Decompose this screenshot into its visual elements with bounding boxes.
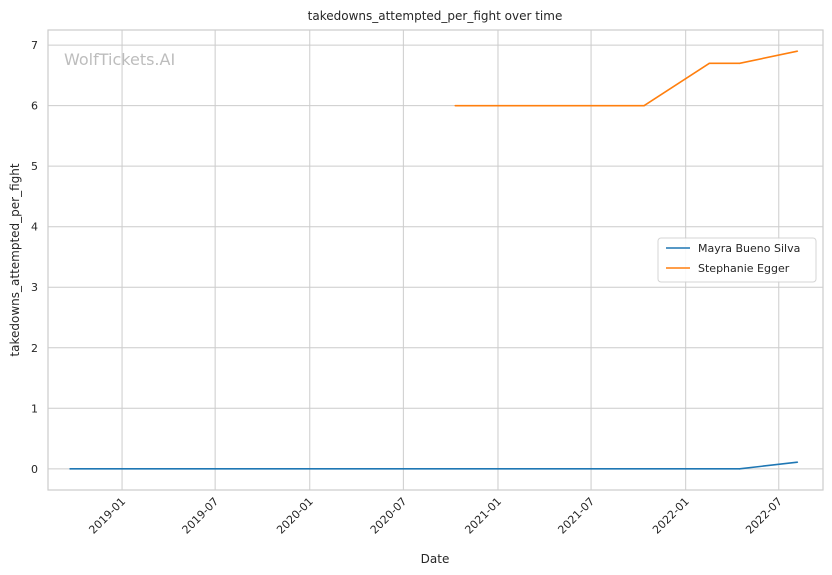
- y-axis-label: takedowns_attempted_per_fight: [8, 163, 22, 356]
- data-point: [738, 62, 741, 65]
- data-point: [796, 461, 799, 463]
- x-tick-label: 2019-07: [180, 495, 222, 537]
- x-tick-label: 2022-07: [743, 495, 785, 537]
- data-point: [708, 62, 711, 65]
- chart-title: takedowns_attempted_per_fight over time: [308, 9, 563, 23]
- y-tick-label: 0: [31, 463, 38, 476]
- legend-label: Mayra Bueno Silva: [698, 242, 800, 255]
- series-line-0: [70, 461, 798, 470]
- plot-frame: [47, 29, 824, 491]
- x-tick-label: 2022-01: [650, 495, 692, 537]
- data-point: [454, 104, 457, 107]
- series-line-1: [455, 50, 798, 107]
- y-tick-label: 3: [31, 281, 38, 294]
- x-tick-label: 2020-07: [368, 495, 410, 537]
- x-tick-label: 2020-01: [274, 495, 316, 537]
- y-tick-label: 5: [31, 160, 38, 173]
- y-tick-label: 2: [31, 342, 38, 355]
- legend: Mayra Bueno Silva Stephanie Egger: [657, 237, 817, 283]
- y-tick-label: 1: [31, 402, 38, 415]
- x-tick-label: 2019-01: [86, 495, 128, 537]
- y-tick-label: 7: [31, 39, 38, 52]
- x-axis-label: Date: [421, 552, 450, 566]
- y-tick-label: 6: [31, 100, 38, 113]
- data-point: [796, 50, 799, 52]
- legend-label: Stephanie Egger: [698, 262, 790, 275]
- watermark: WolfTickets.AI: [64, 50, 175, 69]
- x-tick-label: 2021-01: [462, 495, 504, 537]
- data-point: [643, 104, 645, 107]
- y-tick-label: 4: [31, 221, 38, 234]
- data-point: [738, 468, 741, 470]
- x-tick-label: 2021-07: [555, 495, 597, 537]
- data-point: [69, 468, 71, 470]
